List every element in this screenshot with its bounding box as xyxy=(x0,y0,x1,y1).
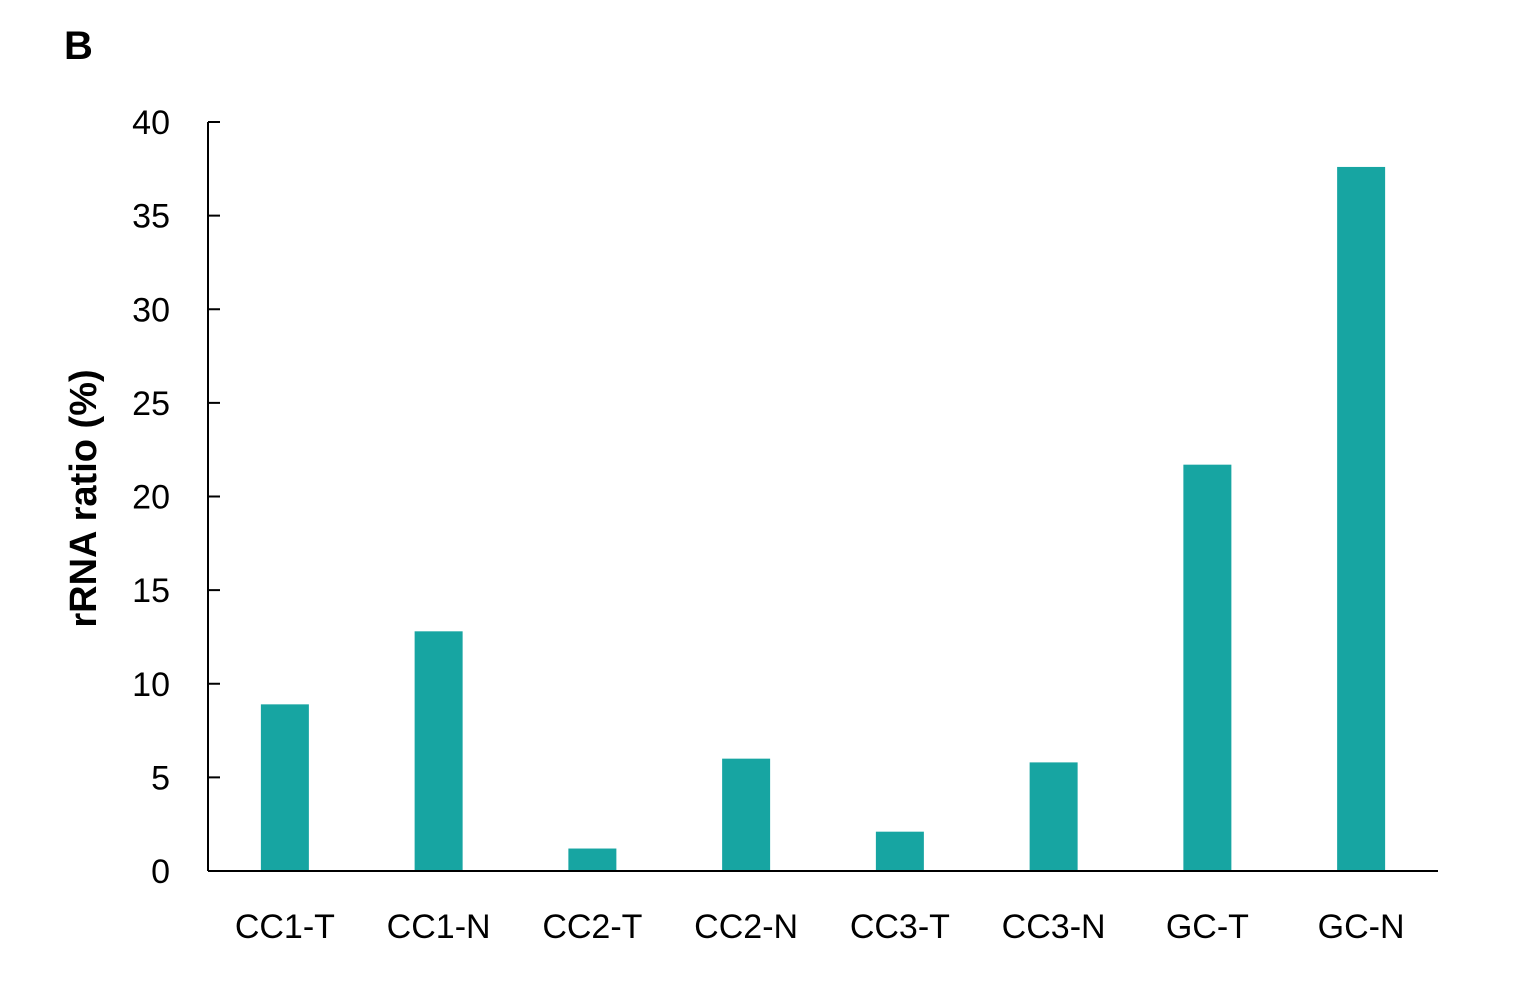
x-axis: CC1-T CC1-N CC2-T CC2-N CC3-T CC3-N GC-T GC-N xyxy=(208,870,1438,946)
x-tick-label: CC3-N xyxy=(1002,908,1106,946)
y-tick-label: 10 xyxy=(132,666,170,704)
x-tick-label: CC2-T xyxy=(542,908,642,946)
y-axis-title: rRNA ratio (%) xyxy=(63,369,105,627)
x-tick-label: CC2-N xyxy=(694,908,798,946)
bar-cc1-n xyxy=(414,631,463,871)
bar-cc2-t xyxy=(568,848,617,871)
y-tick-label: 20 xyxy=(132,479,170,517)
bar-cc3-n xyxy=(1029,762,1078,871)
x-tick-label: CC1-N xyxy=(387,908,491,946)
y-tick-label: 30 xyxy=(132,291,170,329)
x-tick-label: GC-T xyxy=(1166,908,1249,946)
bar-gc-t xyxy=(1183,464,1232,871)
bar-gc-n xyxy=(1337,166,1386,871)
x-tick-label: GC-N xyxy=(1318,908,1405,946)
panel-label: B xyxy=(64,24,93,68)
y-tick-label: 25 xyxy=(132,385,170,423)
y-axis: 0 5 10 15 20 25 30 35 40 xyxy=(132,104,220,891)
x-tick-label: CC3-T xyxy=(850,908,950,946)
bar-cc2-n xyxy=(722,758,771,871)
bar-cc3-t xyxy=(875,831,924,871)
y-tick-label: 0 xyxy=(151,853,170,891)
y-tick-label: 5 xyxy=(151,759,170,797)
bar-cc1-t xyxy=(260,704,309,871)
y-tick-label: 35 xyxy=(132,198,170,236)
y-tick-label: 15 xyxy=(132,572,170,610)
bars-group xyxy=(260,166,1386,871)
y-tick-label: 40 xyxy=(132,104,170,142)
x-tick-label: CC1-T xyxy=(235,908,335,946)
